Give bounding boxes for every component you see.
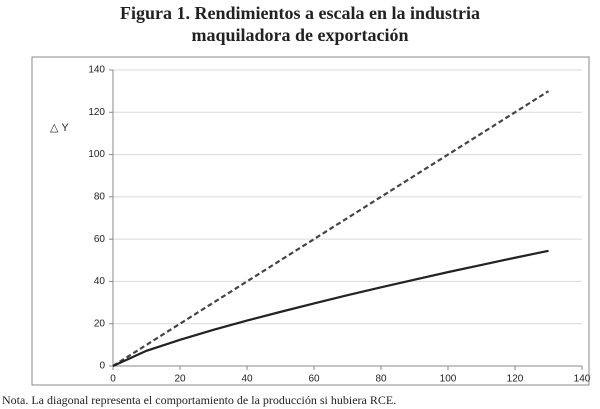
x-tick-label: 120 (507, 374, 524, 385)
note: Nota. La diagonal representa el comporta… (2, 393, 396, 407)
x-tick-label: 100 (440, 374, 457, 385)
y-tick-label: 20 (94, 318, 106, 329)
data-line (112, 90, 550, 367)
y-tick-label: 120 (88, 107, 105, 118)
y-tick-label: 100 (88, 149, 105, 160)
y-tick-label: 140 (88, 65, 105, 76)
x-tick-label: 40 (241, 374, 253, 385)
x-tick-label: 140 (574, 374, 591, 385)
y-tick-label: 0 (99, 361, 105, 372)
y-tick-label: 40 (94, 276, 106, 287)
y-tick-label: 80 (94, 191, 106, 202)
chart-title: maquiladora de exportación (191, 25, 408, 45)
x-tick-label: 0 (110, 374, 116, 385)
x-tick-label: 20 (174, 374, 186, 385)
chart-title: Figura 1. Rendimientos a escala en la in… (120, 3, 480, 23)
chart-frame (31, 56, 590, 386)
data-line (112, 249, 549, 368)
y-axis-label: △ Y (50, 122, 69, 134)
x-tick-label: 80 (375, 374, 387, 385)
x-tick-label: 60 (308, 374, 320, 385)
y-tick-label: 60 (94, 234, 106, 245)
